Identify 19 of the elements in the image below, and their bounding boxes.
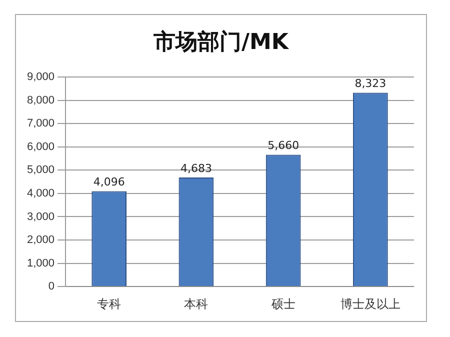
x-tick-label: 专科 [97, 297, 122, 312]
x-tick-label: 硕士 [270, 297, 296, 312]
x-tick-label: 本科 [184, 297, 208, 312]
data-label: 4,096 [93, 176, 125, 189]
chart-title: 市场部门/MK [152, 28, 290, 57]
y-tick-label: 7,000 [26, 118, 55, 130]
y-tick-label: 5,000 [26, 164, 55, 176]
y-tick-label: 4,000 [26, 187, 55, 200]
data-label: 5,660 [268, 139, 300, 152]
data-label: 8,323 [354, 77, 386, 90]
y-tick-label: 1,000 [26, 257, 55, 270]
y-tick-label: 9,000 [26, 71, 55, 84]
y-tick-label: 0 [48, 280, 55, 293]
x-tick-label: 博士及以上 [340, 297, 400, 312]
data-label: 4,683 [180, 162, 212, 175]
y-tick-label: 8,000 [26, 94, 55, 106]
y-tick-label: 2,000 [26, 234, 55, 246]
y-tick-label: 3,000 [26, 210, 55, 223]
y-tick-label: 6,000 [26, 140, 55, 153]
